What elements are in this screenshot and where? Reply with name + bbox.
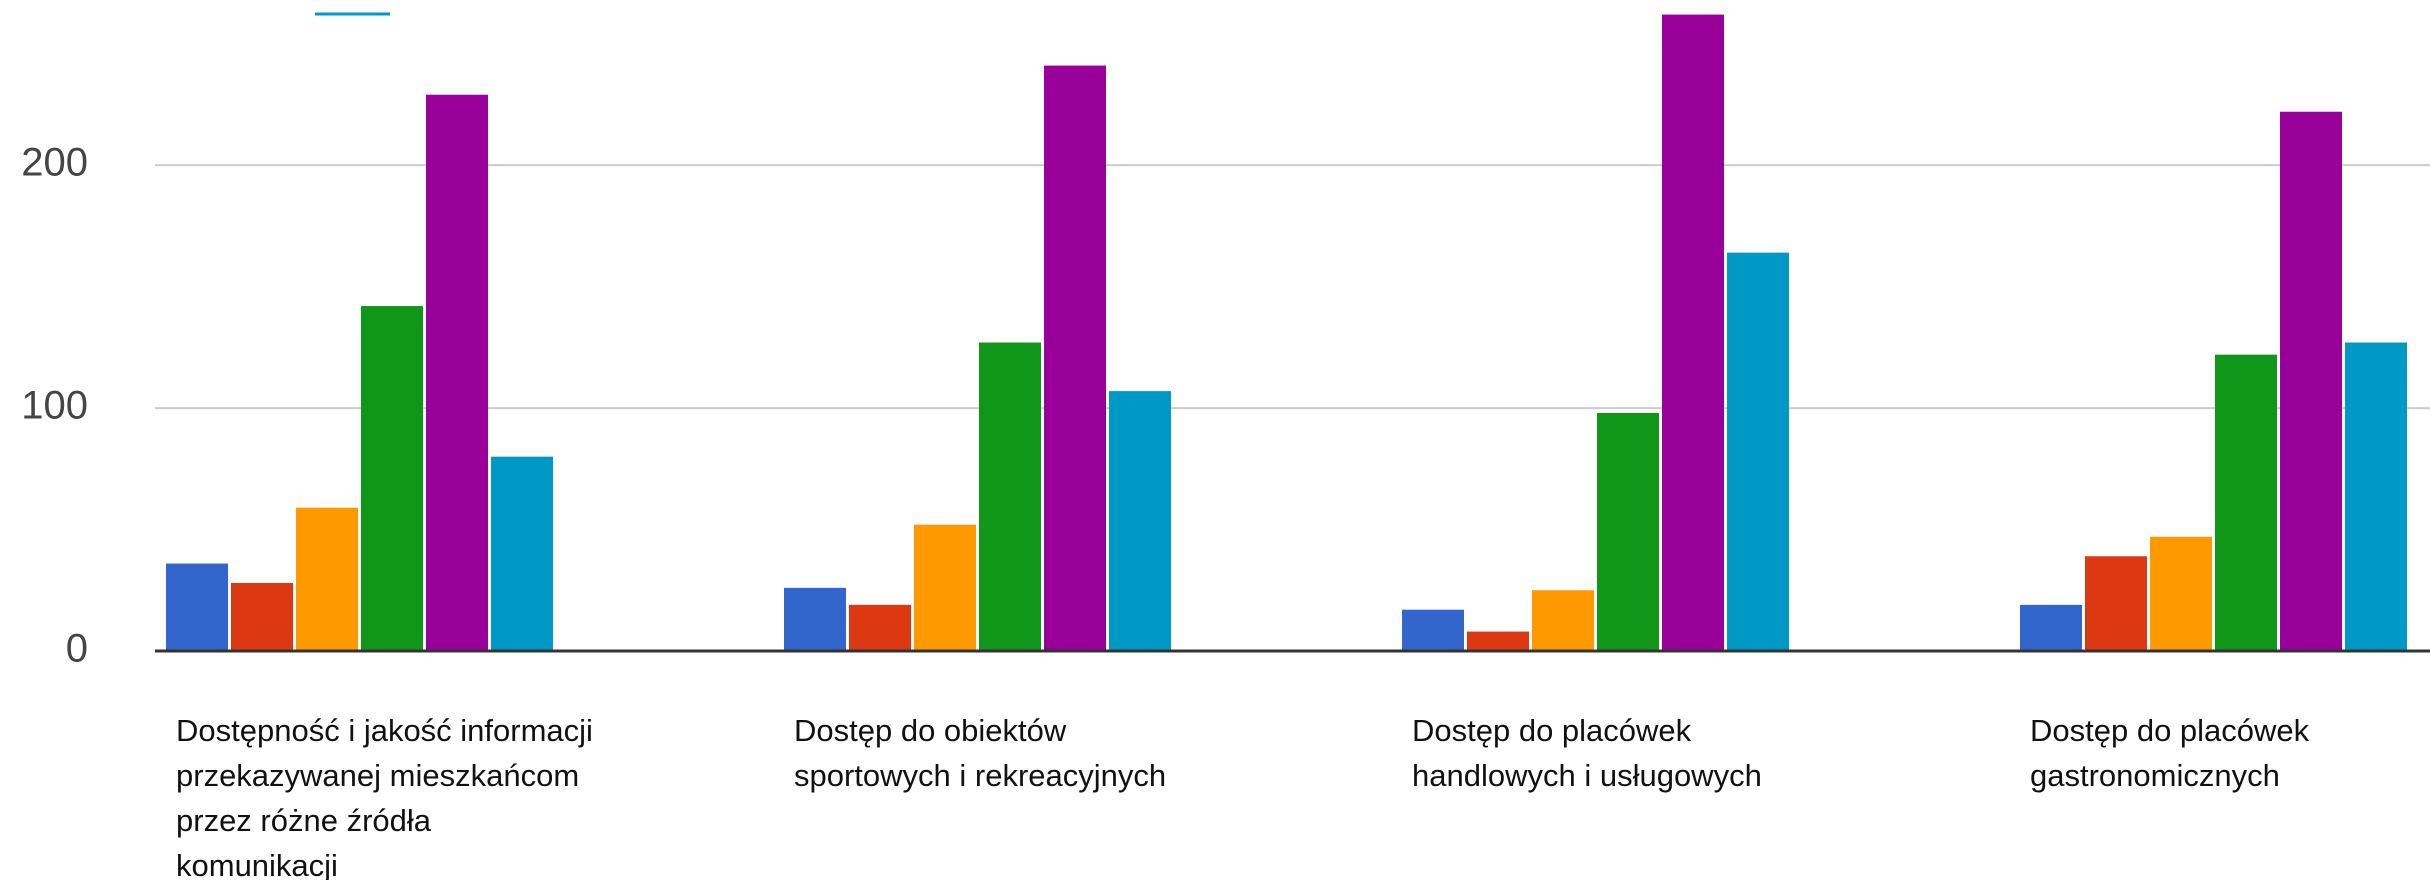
bar [231, 582, 293, 651]
x-tick-label: Dostęp do obiektów sportowych i rekreacy… [794, 713, 1167, 793]
bar [849, 604, 911, 651]
bar [166, 563, 228, 651]
bar [1467, 631, 1529, 651]
bar [1727, 252, 1789, 651]
bar [361, 306, 423, 651]
bar [2280, 111, 2342, 651]
bar [1109, 391, 1171, 651]
x-tick-label: Dostępność i jakość informacji przekazyw… [176, 713, 593, 880]
y-tick-label: 100 [21, 384, 88, 428]
bar [1597, 412, 1659, 651]
x-tick-label: Dostęp do placówek handlowych i usługowy… [1412, 713, 1762, 793]
bar [2345, 342, 2407, 651]
bar [784, 587, 846, 651]
bar [296, 507, 358, 651]
x-tick-label: Dostęp do placówek gastronomicznych [2030, 713, 2310, 793]
bar [1044, 65, 1106, 652]
bar [1662, 14, 1724, 651]
y-tick-label: 0 [66, 627, 88, 671]
bar [2085, 556, 2147, 651]
bar [2020, 604, 2082, 651]
bar [979, 342, 1041, 651]
bar [914, 524, 976, 651]
bar [2215, 354, 2277, 651]
y-tick-label: 200 [21, 141, 88, 185]
bar [1532, 590, 1594, 651]
bar [426, 94, 488, 651]
bar [1402, 609, 1464, 651]
bar [491, 456, 553, 651]
bar [2150, 536, 2212, 651]
